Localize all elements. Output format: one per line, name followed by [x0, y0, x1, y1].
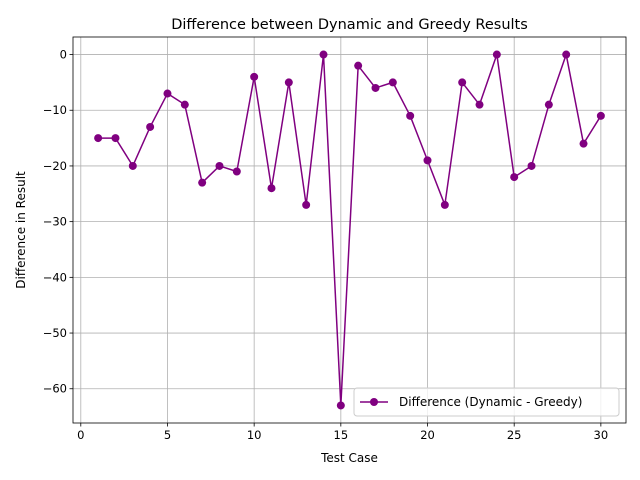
x-axis-label: Test Case [320, 451, 378, 465]
data-point [146, 122, 155, 131]
x-tick-label: 20 [420, 428, 435, 442]
x-tick-label: 0 [77, 428, 84, 442]
data-point [458, 78, 467, 87]
data-point [163, 89, 172, 98]
x-tick-label: 30 [594, 428, 609, 442]
y-tick-label: −50 [43, 326, 67, 340]
y-tick-label: −20 [43, 159, 67, 173]
data-point [371, 83, 380, 92]
x-tick-label: 25 [507, 428, 522, 442]
legend-entry-label: Difference (Dynamic - Greedy) [399, 395, 582, 409]
data-point [250, 72, 259, 81]
legend-box [353, 387, 620, 417]
data-point [336, 401, 345, 410]
data-point [596, 111, 605, 120]
data-point [475, 100, 484, 109]
y-tick-label: −60 [43, 382, 67, 396]
y-tick-label: −10 [43, 103, 67, 117]
axis-ticks: 0 5 10 15 20 25 30 0 −10 −20 −30 −40 −50 −60 [43, 48, 608, 442]
y-axis-label: Difference in Result [14, 171, 28, 289]
data-point [198, 178, 207, 187]
data-point [406, 111, 415, 120]
x-tick-label: 5 [164, 428, 171, 442]
data-point [128, 161, 137, 170]
data-point [267, 184, 276, 193]
data-point [354, 61, 363, 70]
data-point [579, 139, 588, 148]
data-point [232, 167, 241, 176]
series-group [94, 50, 605, 410]
legend: Difference (Dynamic - Greedy) [353, 387, 620, 417]
x-tick-label: 15 [334, 428, 349, 442]
y-tick-label: −30 [43, 215, 67, 229]
data-point [284, 78, 293, 87]
x-tick-label: 10 [247, 428, 262, 442]
data-point [319, 50, 328, 59]
data-point [423, 156, 432, 165]
data-point [544, 100, 553, 109]
data-point [302, 200, 311, 209]
data-point [180, 100, 189, 109]
data-point [527, 161, 536, 170]
data-point [111, 134, 120, 143]
y-tick-label: 0 [60, 48, 67, 62]
data-point [510, 173, 519, 182]
plot-area-frame [72, 36, 627, 424]
data-point [562, 50, 571, 59]
data-point [492, 50, 501, 59]
data-point [440, 200, 449, 209]
y-tick-label: −40 [43, 270, 67, 284]
data-point [388, 78, 397, 87]
legend-marker-swatch [370, 398, 378, 406]
chart-title: Difference between Dynamic and Greedy Re… [171, 17, 528, 33]
data-point [215, 161, 224, 170]
data-point [94, 134, 103, 143]
